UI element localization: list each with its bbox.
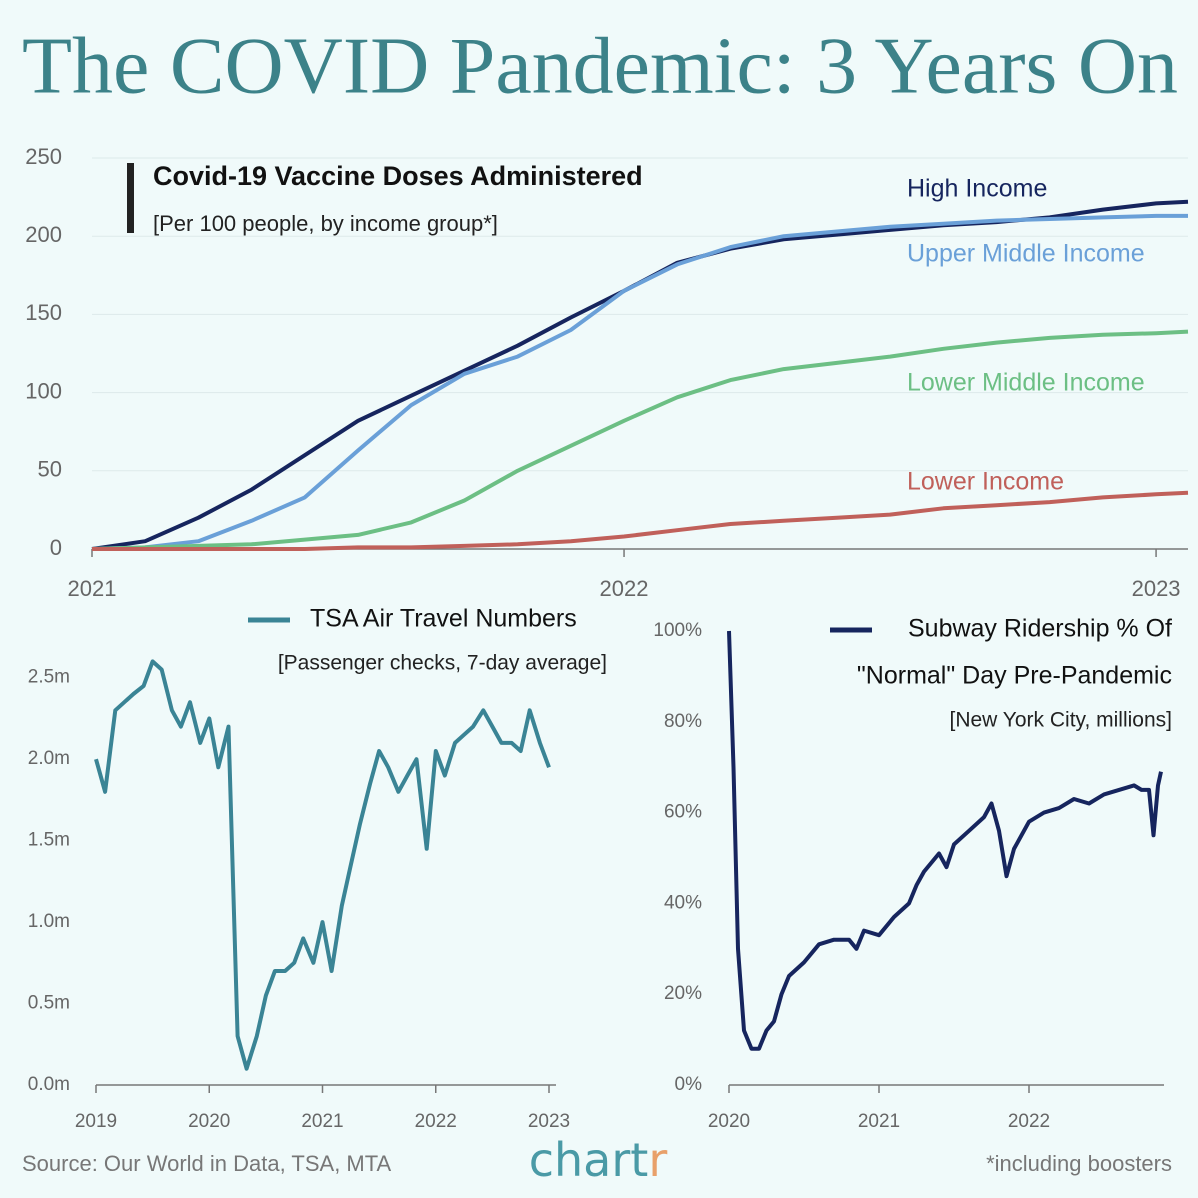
y-tick-label: 100%: [653, 620, 702, 641]
y-tick-label: 80%: [664, 711, 702, 732]
x-tick-label: 2021: [301, 1111, 343, 1132]
series-label: Lower Middle Income: [907, 369, 1145, 397]
y-tick-label: 2.5m: [28, 667, 70, 688]
y-tick-label: 40%: [664, 892, 702, 913]
y-tick-label: 2.0m: [28, 748, 70, 769]
x-tick-label: 2021: [68, 576, 117, 601]
chart-title: Covid-19 Vaccine Doses Administered: [153, 161, 643, 191]
source-note: Source: Our World in Data, TSA, MTA: [22, 1151, 392, 1176]
y-tick-label: 50: [38, 457, 62, 482]
x-tick-label: 2022: [1008, 1111, 1050, 1132]
series-line: [727, 630, 1163, 1051]
y-tick-label: 60%: [664, 802, 702, 823]
x-tick-label: 2023: [528, 1111, 570, 1132]
page-title: The COVID Pandemic: 3 Years On: [22, 22, 1178, 110]
y-tick-label: 0%: [675, 1074, 703, 1095]
y-tick-label: 100: [25, 378, 62, 403]
chart-subtitle: [Per 100 people, by income group*]: [153, 211, 498, 236]
series-label: High Income: [907, 175, 1047, 203]
series-label: Upper Middle Income: [907, 240, 1145, 268]
series-label: Lower Income: [907, 468, 1064, 496]
chart-subtitle: [New York City, millions]: [949, 709, 1172, 732]
series-line: [91, 329, 1189, 551]
title-bar: [127, 163, 134, 233]
chart-subtitle: [Passenger checks, 7-day average]: [278, 652, 607, 675]
x-tick-label: 2021: [858, 1111, 900, 1132]
footnote: *including boosters: [986, 1151, 1172, 1176]
y-tick-label: 0: [50, 535, 62, 560]
y-tick-label: 250: [25, 144, 62, 169]
x-tick-label: 2019: [75, 1111, 117, 1132]
series-line: [91, 213, 1188, 551]
x-tick-label: 2023: [1132, 576, 1181, 601]
series-line: [92, 490, 1189, 551]
y-tick-label: 0.5m: [28, 993, 70, 1014]
chart-title: Subway Ridership % Of: [908, 615, 1172, 643]
y-tick-label: 1.5m: [28, 830, 70, 851]
chart-title: "Normal" Day Pre-Pandemic: [857, 662, 1172, 690]
chart-title: TSA Air Travel Numbers: [310, 605, 577, 633]
x-tick-label: 2022: [600, 576, 649, 601]
logo: chartr: [529, 1133, 668, 1187]
y-tick-label: 20%: [664, 983, 702, 1004]
y-tick-label: 150: [25, 300, 62, 325]
series-line: [94, 659, 551, 1071]
x-tick-label: 2022: [415, 1111, 457, 1132]
logo-main: chart: [529, 1133, 649, 1187]
y-tick-label: 0.0m: [28, 1074, 70, 1095]
x-tick-label: 2020: [708, 1111, 750, 1132]
logo-accent: r: [648, 1133, 667, 1187]
x-tick-label: 2020: [188, 1111, 230, 1132]
y-tick-label: 200: [25, 222, 62, 247]
y-tick-label: 1.0m: [28, 911, 70, 932]
